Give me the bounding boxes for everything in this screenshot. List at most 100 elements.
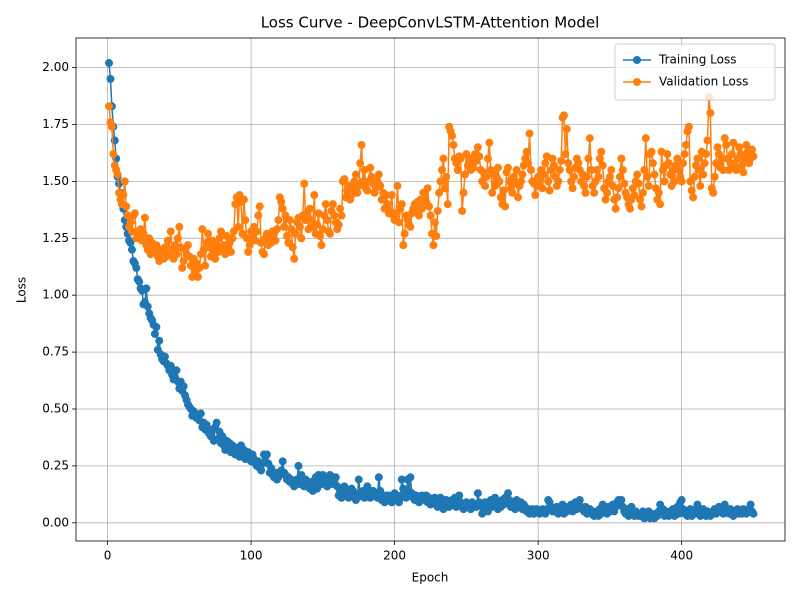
marker — [644, 181, 653, 190]
marker — [106, 74, 115, 83]
series — [105, 59, 758, 523]
marker — [295, 222, 304, 231]
marker — [132, 263, 141, 272]
marker — [458, 206, 467, 215]
marker — [113, 170, 122, 179]
marker — [215, 234, 224, 243]
marker — [387, 191, 396, 200]
marker — [601, 195, 610, 204]
marker — [643, 172, 652, 181]
marker — [363, 482, 372, 491]
marker — [363, 186, 372, 195]
marker — [493, 163, 502, 172]
marker — [681, 140, 690, 149]
marker — [198, 225, 207, 234]
marker — [331, 473, 340, 482]
marker — [241, 216, 250, 225]
marker — [585, 134, 594, 143]
marker — [677, 177, 686, 186]
marker — [173, 234, 182, 243]
marker — [278, 457, 287, 466]
marker — [557, 156, 566, 165]
marker — [482, 172, 491, 181]
marker — [719, 166, 728, 175]
chart-title: Loss Curve - DeepConvLSTM-Attention Mode… — [261, 14, 600, 32]
marker — [584, 154, 593, 163]
marker — [548, 154, 557, 163]
marker — [564, 159, 573, 168]
marker — [172, 366, 181, 375]
marker — [508, 188, 517, 197]
marker — [353, 188, 362, 197]
marker — [376, 486, 385, 495]
marker — [291, 229, 300, 238]
marker — [142, 284, 151, 293]
marker — [687, 186, 696, 195]
marker — [460, 170, 469, 179]
marker — [684, 122, 693, 131]
marker — [611, 204, 620, 213]
marker — [228, 234, 237, 243]
marker — [437, 166, 446, 175]
marker — [654, 188, 663, 197]
marker — [193, 272, 202, 281]
marker — [305, 204, 314, 213]
marker — [747, 145, 756, 154]
marker — [183, 241, 192, 250]
marker — [620, 179, 629, 188]
marker — [554, 177, 563, 186]
marker — [356, 159, 365, 168]
marker — [313, 220, 322, 229]
marker — [575, 496, 584, 505]
marker — [443, 200, 452, 209]
marker — [321, 200, 330, 209]
marker — [340, 175, 349, 184]
marker — [315, 232, 324, 241]
marker — [374, 473, 383, 482]
marker — [636, 195, 645, 204]
marker — [735, 143, 744, 152]
marker — [135, 277, 144, 286]
marker — [587, 166, 596, 175]
marker — [300, 179, 309, 188]
marker — [526, 166, 535, 175]
marker — [648, 159, 657, 168]
y-tick-label: 1.00 — [42, 288, 69, 302]
marker — [677, 496, 686, 505]
marker — [334, 220, 343, 229]
marker — [406, 222, 415, 231]
marker — [354, 475, 363, 484]
marker — [742, 140, 751, 149]
marker — [172, 250, 181, 259]
marker — [351, 170, 360, 179]
marker — [277, 197, 286, 206]
marker — [374, 170, 383, 179]
marker — [417, 204, 426, 213]
y-tick-label: 0.00 — [42, 515, 69, 529]
marker — [618, 166, 627, 175]
marker — [301, 216, 310, 225]
marker — [366, 163, 375, 172]
marker — [549, 161, 558, 170]
marker — [166, 361, 175, 370]
marker — [473, 489, 482, 498]
marker — [504, 489, 513, 498]
legend-marker — [633, 56, 641, 64]
x-tick-label: 400 — [670, 549, 693, 563]
marker — [628, 184, 637, 193]
marker — [326, 229, 335, 238]
marker — [544, 177, 553, 186]
marker — [436, 177, 445, 186]
marker — [603, 188, 612, 197]
marker — [244, 247, 253, 256]
marker — [196, 409, 205, 418]
marker — [495, 177, 504, 186]
marker — [435, 188, 444, 197]
marker — [700, 159, 709, 168]
marker — [582, 172, 591, 181]
marker — [337, 211, 346, 220]
marker — [630, 191, 639, 200]
marker — [739, 168, 748, 177]
marker — [641, 134, 650, 143]
marker — [274, 216, 283, 225]
